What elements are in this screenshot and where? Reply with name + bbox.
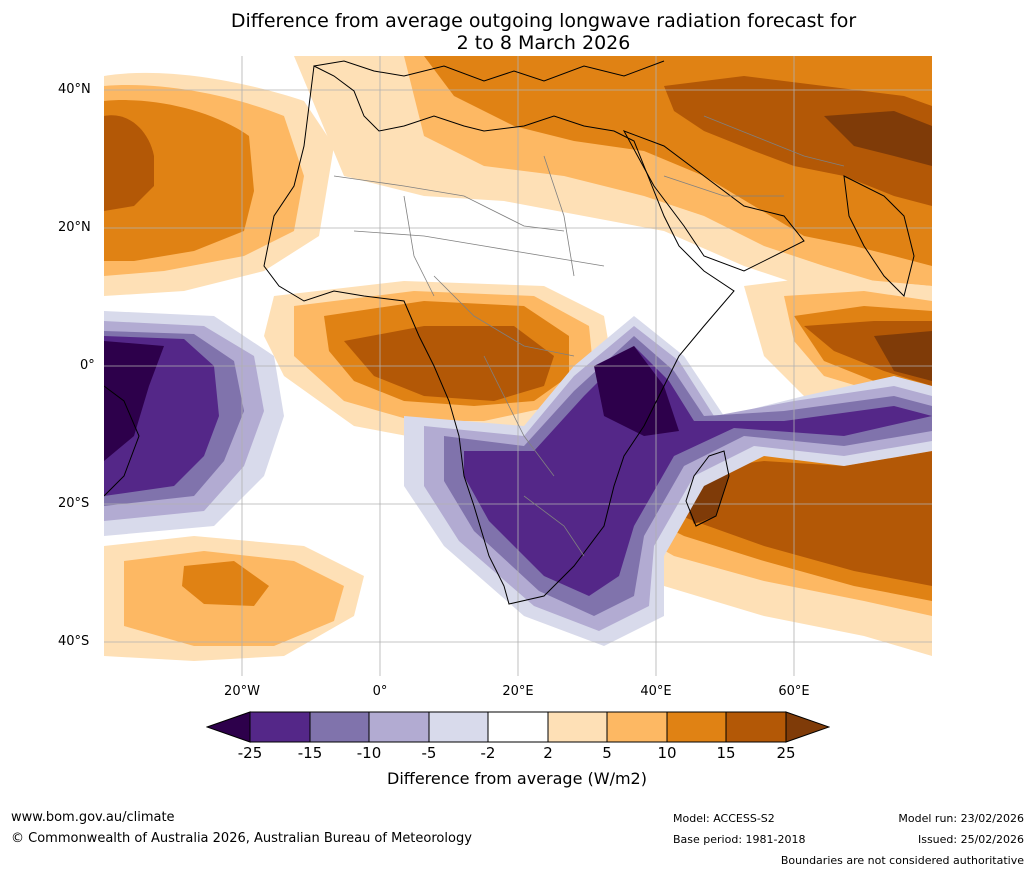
country-borders [333, 115, 845, 557]
lat-label-40s: 40°S [58, 634, 90, 649]
colorbar-segment-4 [429, 712, 488, 742]
colorbar [206, 711, 830, 743]
title-line-2: 2 to 8 March 2026 [456, 32, 631, 54]
colorbar-outline [249, 711, 787, 743]
lat-label-0: 0° [80, 358, 95, 373]
map-canvas [104, 56, 932, 676]
copyright-text: © Commonwealth of Australia 2026, Austra… [11, 831, 472, 846]
anomaly-indian-ocean-extreme [874, 331, 932, 381]
anomaly-asia-peak [664, 76, 932, 206]
lat-label-20n: 20°N [58, 220, 91, 235]
olr-anomaly-map [104, 56, 932, 676]
anomaly-n-atlantic-peak [104, 115, 154, 211]
colorbar-label: Difference from average (W/m2) [387, 769, 647, 788]
anomaly-s-africa-high [464, 346, 932, 596]
anomaly-w-atlantic-extreme [104, 341, 164, 461]
anomaly-tropical-africa-peak [344, 326, 554, 401]
south-america-coastline [104, 385, 140, 497]
colorbar-tick: -15 [297, 744, 323, 762]
lat-label-20s: 20°S [58, 496, 90, 511]
colorbar-segment-3 [369, 712, 429, 742]
base-period-text: Base period: 1981-2018 [673, 833, 806, 846]
colorbar-segment-9 [726, 712, 786, 742]
colorbar-segment-6 [548, 712, 607, 742]
website-link[interactable]: www.bom.gov.au/climate [11, 810, 175, 825]
anomaly-asia-extreme [824, 111, 932, 166]
africa-coastline [263, 65, 735, 605]
colorbar-tick: 10 [657, 744, 677, 762]
arabia-coastline [622, 130, 805, 272]
colorbar-segment-7 [607, 712, 667, 742]
lon-label-0: 0° [372, 684, 388, 699]
colorbar-tick: -5 [421, 744, 437, 762]
madagascar-coastline [685, 450, 730, 527]
colorbar-segment-5 [488, 712, 548, 742]
lon-label-40e: 40°E [640, 684, 672, 699]
anomaly-e-africa-extreme [594, 346, 679, 436]
colorbar-segment-2 [310, 712, 369, 742]
colorbar-tick: -10 [356, 744, 382, 762]
colorbar-tick: 15 [716, 744, 736, 762]
map-title: Difference from average outgoing longwav… [0, 10, 1035, 54]
colorbar-tick: -2 [480, 744, 496, 762]
lon-label-20e: 20°E [502, 684, 534, 699]
colorbar-segment-8 [667, 712, 726, 742]
model-run-text: Model run: 23/02/2026 [898, 812, 1024, 825]
colorbar-tick: 5 [602, 744, 612, 762]
model-text: Model: ACCESS-S2 [673, 812, 775, 825]
disclaimer-text: Boundaries are not considered authoritat… [780, 854, 1024, 867]
colorbar-tick: 2 [543, 744, 553, 762]
lon-label-20w: 20°W [224, 684, 260, 699]
colorbar-tick: 25 [776, 744, 796, 762]
issued-text: Issued: 25/02/2026 [917, 833, 1024, 846]
colorbar-tick: -25 [237, 744, 263, 762]
anomaly-s-atlantic-high [182, 561, 269, 606]
title-line-1: Difference from average outgoing longwav… [230, 10, 857, 32]
lat-label-40n: 40°N [58, 82, 91, 97]
colorbar-extend-low [206, 711, 251, 743]
europe-coastline [313, 60, 665, 82]
colorbar-segment-1 [250, 712, 310, 742]
colorbar-extend-high [785, 711, 830, 743]
lon-label-60e: 60°E [778, 684, 810, 699]
india-coastline [843, 175, 915, 297]
